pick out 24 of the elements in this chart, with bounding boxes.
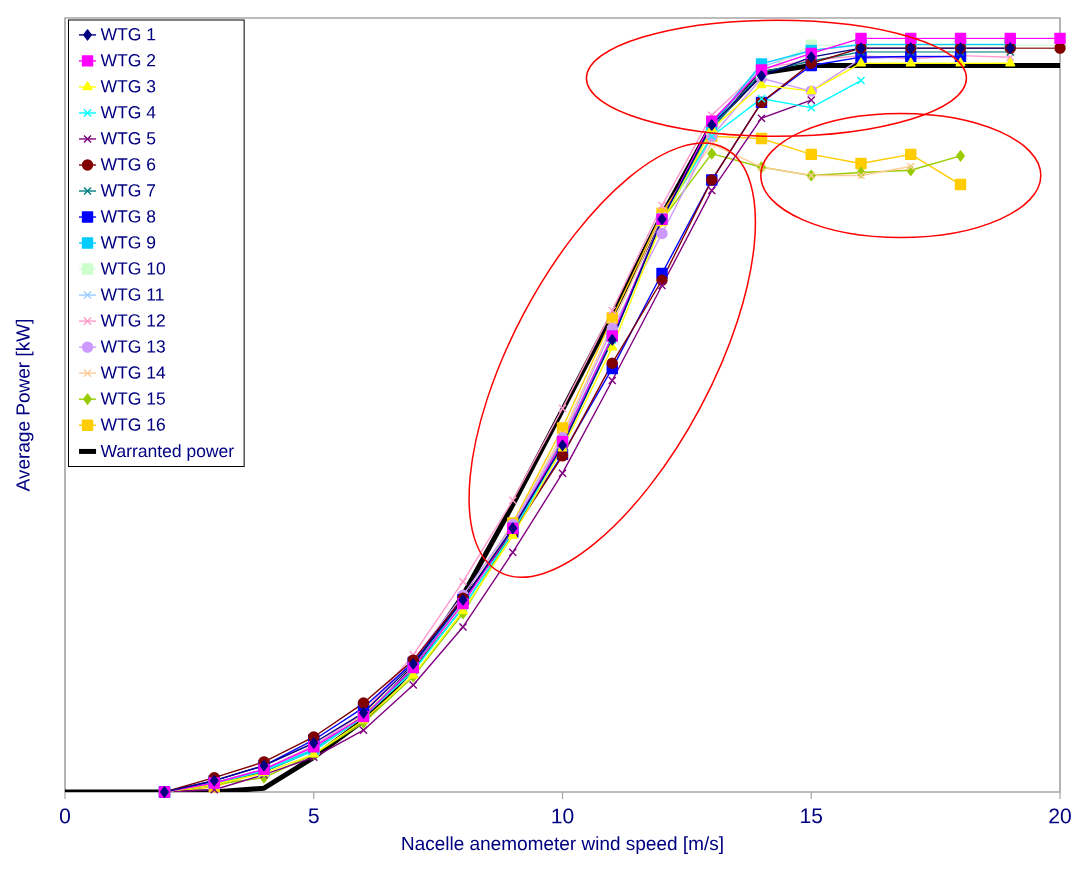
x-tick-label: 5 [308, 808, 319, 824]
legend-label: WTG 1 [100, 28, 156, 41]
x-tick-label: 0 [59, 808, 71, 824]
legend-label: WTG 4 [100, 106, 156, 119]
legend-label: WTG 13 [100, 340, 165, 353]
legend-label: WTG 3 [100, 80, 156, 93]
legend-label: Warranted power [100, 444, 234, 461]
x-tick-label: 15 [801, 808, 823, 824]
legend-label: WTG 7 [100, 184, 156, 197]
x-tick-label: 20 [1049, 808, 1071, 824]
legend-label: WTG 2 [100, 54, 156, 67]
y-axis-title: Average Power [kW] [15, 319, 34, 492]
legend-label: WTG 11 [100, 288, 164, 301]
legend-label: WTG 8 [100, 210, 156, 223]
legend-label: WTG 5 [100, 132, 156, 145]
legend-label: WTG 14 [100, 366, 166, 379]
legend-label: WTG 9 [100, 236, 156, 249]
legend-label: WTG 16 [100, 418, 165, 431]
x-tick-label: 10 [552, 808, 574, 824]
legend-label: WTG 10 [100, 262, 166, 275]
x-axis-title: Nacelle anemometer wind speed [m/s] [402, 836, 723, 854]
legend-label: WTG 6 [100, 158, 156, 171]
legend-label: WTG 12 [100, 314, 165, 327]
legend-label: WTG 15 [100, 392, 165, 405]
